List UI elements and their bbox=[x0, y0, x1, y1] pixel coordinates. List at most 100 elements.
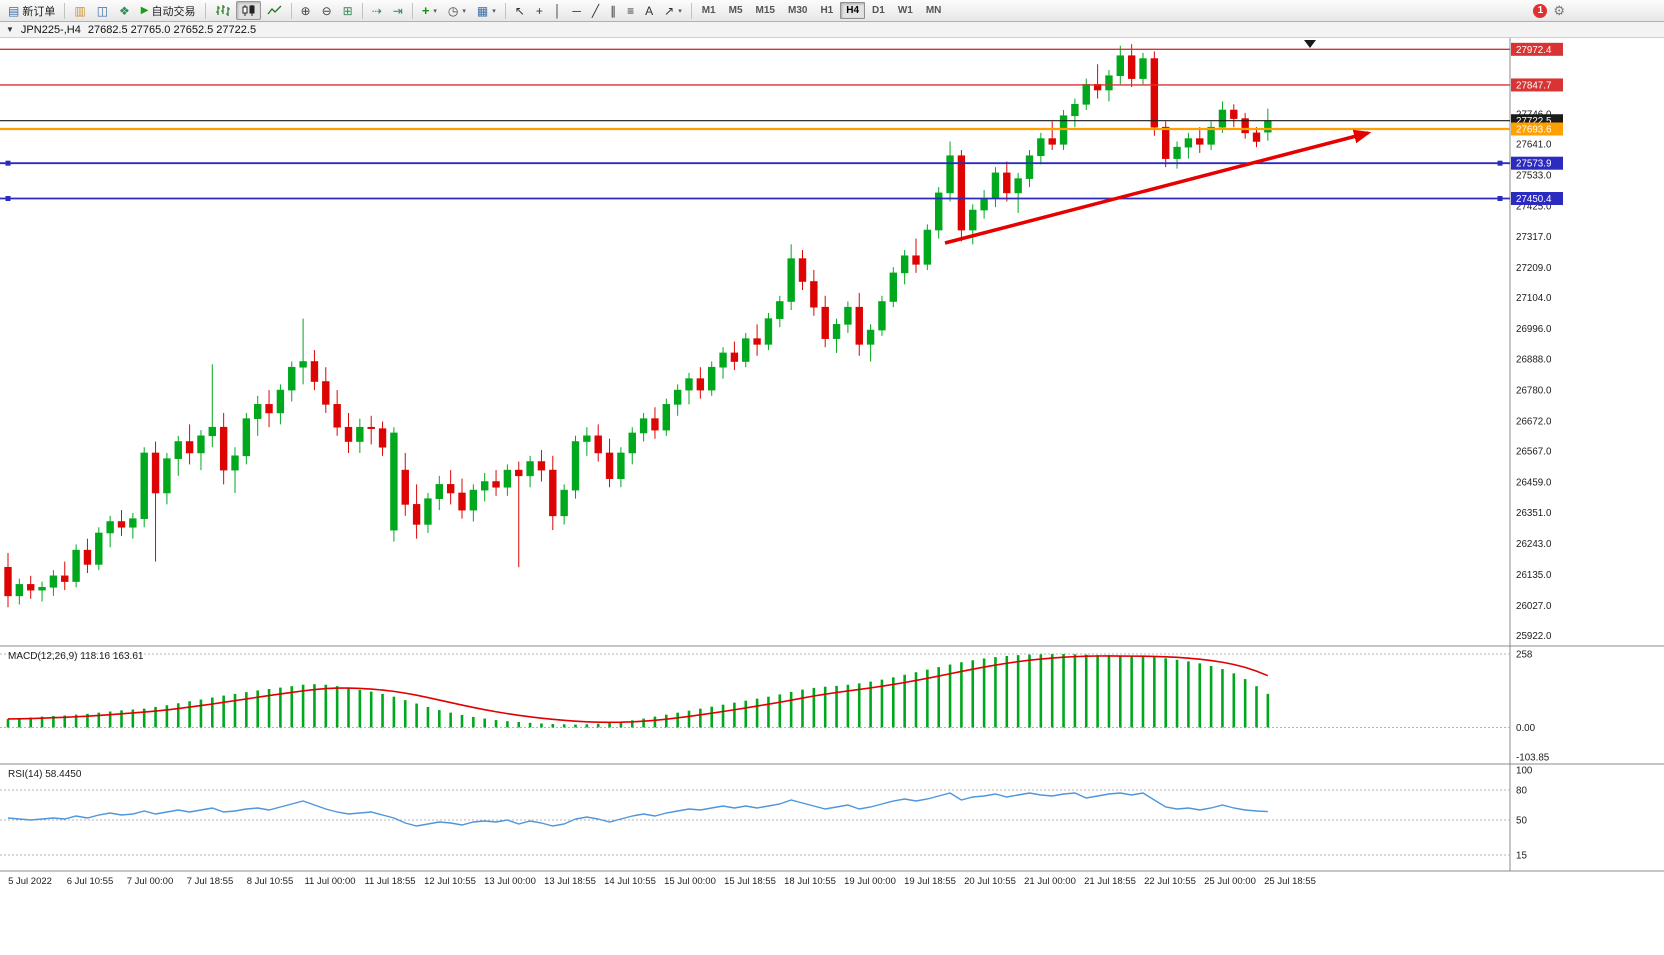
line-chart-icon bbox=[266, 5, 281, 15]
time-tick: 11 Jul 18:55 bbox=[364, 876, 415, 887]
new-order-button[interactable]: ▤ 新订单 bbox=[3, 1, 60, 20]
time-tick: 6 Jul 10:55 bbox=[67, 876, 113, 887]
svg-text:27972.4: 27972.4 bbox=[1516, 45, 1552, 56]
time-tick: 21 Jul 00:00 bbox=[1024, 876, 1076, 887]
notification-badge[interactable]: 1 bbox=[1533, 3, 1548, 18]
zoom-in-button[interactable]: ⊕ bbox=[296, 1, 316, 20]
horizontal-line-tool-button[interactable]: ─ bbox=[567, 1, 586, 20]
candlestick-mode-button[interactable] bbox=[235, 1, 261, 20]
macd-scale-tick: 0.00 bbox=[1516, 723, 1536, 734]
tile-windows-button[interactable]: ⊞ bbox=[338, 1, 358, 20]
time-tick: 21 Jul 18:55 bbox=[1084, 876, 1136, 887]
fibonacci-icon: ≡ bbox=[627, 3, 635, 18]
price-tick: 26996.0 bbox=[1516, 324, 1552, 335]
tile-windows-icon: ⊞ bbox=[342, 3, 353, 18]
chart-canvas[interactable]: 27746.027641.027533.027425.027317.027209… bbox=[0, 38, 1664, 950]
trendline-icon: ╱ bbox=[591, 3, 600, 18]
bar-chart-mode-button[interactable] bbox=[210, 1, 235, 20]
channel-tool-button[interactable]: ∥ bbox=[605, 1, 621, 20]
price-label-27847.7 bbox=[1511, 78, 1563, 92]
trend-arrow-line[interactable] bbox=[944, 129, 1372, 245]
templates-button[interactable]: ▦ ▾ bbox=[472, 1, 501, 20]
macd-panel: MACD(12,26,9) 118.16 163.61 258 0.00 -103.8… bbox=[0, 650, 1550, 764]
indicators-icon: + bbox=[421, 3, 430, 18]
toolbar-separator bbox=[411, 2, 413, 19]
toolbar-separator bbox=[504, 2, 506, 19]
ohlc-values: 27682.5 27765.0 27652.5 27722.5 bbox=[87, 23, 257, 36]
trend-arrow[interactable] bbox=[944, 129, 1372, 245]
timeframe-d1-button[interactable]: D1 bbox=[866, 2, 891, 19]
candlestick-chart-icon bbox=[242, 5, 254, 16]
timeframe-w1-button[interactable]: W1 bbox=[892, 2, 919, 19]
timeframe-h1-button[interactable]: H1 bbox=[814, 2, 839, 19]
price-tick: 27104.0 bbox=[1516, 293, 1552, 304]
chart-shift-button[interactable]: ⇥ bbox=[388, 1, 408, 20]
price-tick: 25922.0 bbox=[1516, 631, 1552, 642]
cursor-icon: ↖ bbox=[514, 3, 525, 18]
toolbar-separator bbox=[64, 2, 66, 19]
collapse-panel-icon[interactable]: ▼ bbox=[6, 25, 14, 34]
timeframe-m5-button[interactable]: M5 bbox=[723, 2, 749, 19]
time-tick: 25 Jul 00:00 bbox=[1204, 876, 1256, 887]
price-tick: 27209.0 bbox=[1516, 263, 1552, 274]
timeframe-m1-button[interactable]: M1 bbox=[696, 2, 722, 19]
arrows-tool-button[interactable]: ↗ ▾ bbox=[659, 1, 687, 20]
time-tick: 19 Jul 18:55 bbox=[904, 876, 956, 887]
price-tick: 26027.0 bbox=[1516, 601, 1552, 612]
navigator-button[interactable]: ❖ bbox=[114, 1, 135, 20]
grid-and-separators bbox=[0, 38, 1664, 872]
time-tick: 20 Jul 10:55 bbox=[964, 876, 1016, 887]
time-tick: 7 Jul 00:00 bbox=[127, 876, 173, 887]
zoom-in-icon: ⊕ bbox=[300, 3, 311, 18]
time-tick: 8 Jul 10:55 bbox=[247, 876, 293, 887]
periods-button[interactable]: ◷ ▾ bbox=[443, 1, 471, 20]
market-watch-icon: ▥ bbox=[74, 3, 86, 18]
clock-icon: ◷ bbox=[447, 3, 459, 18]
auto-scroll-button[interactable]: ⇢ bbox=[367, 1, 387, 20]
autotrade-button[interactable]: ▶ 自动交易 bbox=[136, 1, 201, 20]
bar-chart-icon bbox=[215, 5, 230, 16]
rsi-scale-tick: 15 bbox=[1516, 851, 1527, 862]
time-tick: 14 Jul 10:55 bbox=[604, 876, 656, 887]
svg-text:27722.5: 27722.5 bbox=[1516, 116, 1552, 127]
trendline-tool-button[interactable]: ╱ bbox=[587, 1, 604, 20]
market-watch-button[interactable]: ▥ bbox=[69, 1, 90, 20]
price-tick: 27641.0 bbox=[1516, 140, 1552, 151]
symbol-period-label: JPN225-,H4 bbox=[20, 23, 81, 36]
time-axis[interactable]: 5 Jul 2022 6 Jul 10:55 7 Jul 00:00 7 Jul 18… bbox=[8, 876, 1316, 887]
text-tool-button[interactable]: A bbox=[640, 1, 658, 20]
fibonacci-tool-button[interactable]: ≡ bbox=[622, 1, 639, 20]
price-tick: 27425.0 bbox=[1516, 201, 1552, 212]
zoom-out-icon: ⊖ bbox=[321, 3, 332, 18]
horizontal-line-icon: ─ bbox=[572, 3, 581, 18]
rsi-scale-tick: 80 bbox=[1516, 786, 1527, 797]
indicators-button[interactable]: + ▾ bbox=[417, 1, 442, 20]
settings-icon[interactable]: ⚙ bbox=[1553, 3, 1565, 18]
timeframe-mn-button[interactable]: MN bbox=[920, 2, 948, 19]
rsi-scale-tick: 100 bbox=[1516, 766, 1533, 777]
vertical-line-tool-button[interactable]: │ bbox=[549, 1, 567, 20]
time-tick: 13 Jul 00:00 bbox=[484, 876, 536, 887]
price-axis[interactable]: 27746.027641.027533.027425.027317.027209… bbox=[1511, 42, 1563, 642]
vertical-line-icon: │ bbox=[553, 3, 562, 18]
timeframe-m30-button[interactable]: M30 bbox=[782, 2, 813, 19]
line-chart-mode-button[interactable] bbox=[262, 1, 287, 20]
price-tick: 26888.0 bbox=[1516, 355, 1552, 366]
time-tick: 19 Jul 00:00 bbox=[844, 876, 896, 887]
cursor-tool-button[interactable]: ↖ bbox=[510, 1, 530, 20]
price-tick: 27533.0 bbox=[1516, 170, 1552, 181]
crosshair-tool-button[interactable]: + bbox=[531, 1, 548, 20]
chart-window: 27746.027641.027533.027425.027317.027209… bbox=[0, 38, 1664, 950]
price-label-27573.9 bbox=[1511, 156, 1563, 170]
zoom-out-button[interactable]: ⊖ bbox=[317, 1, 337, 20]
autotrade-play-icon: ▶ bbox=[140, 4, 149, 16]
data-window-button[interactable]: ◫ bbox=[92, 1, 113, 20]
timeframe-h4-button[interactable]: H4 bbox=[840, 2, 866, 19]
chart-markers bbox=[1304, 40, 1316, 48]
timeframe-m15-button[interactable]: M15 bbox=[750, 2, 781, 19]
horizontal-level-lines[interactable] bbox=[0, 48, 1510, 201]
toolbar-separator bbox=[361, 2, 363, 19]
price-tick: 26567.0 bbox=[1516, 446, 1552, 457]
chart-shift-marker[interactable] bbox=[1304, 40, 1316, 48]
toolbar-separator bbox=[204, 2, 206, 19]
